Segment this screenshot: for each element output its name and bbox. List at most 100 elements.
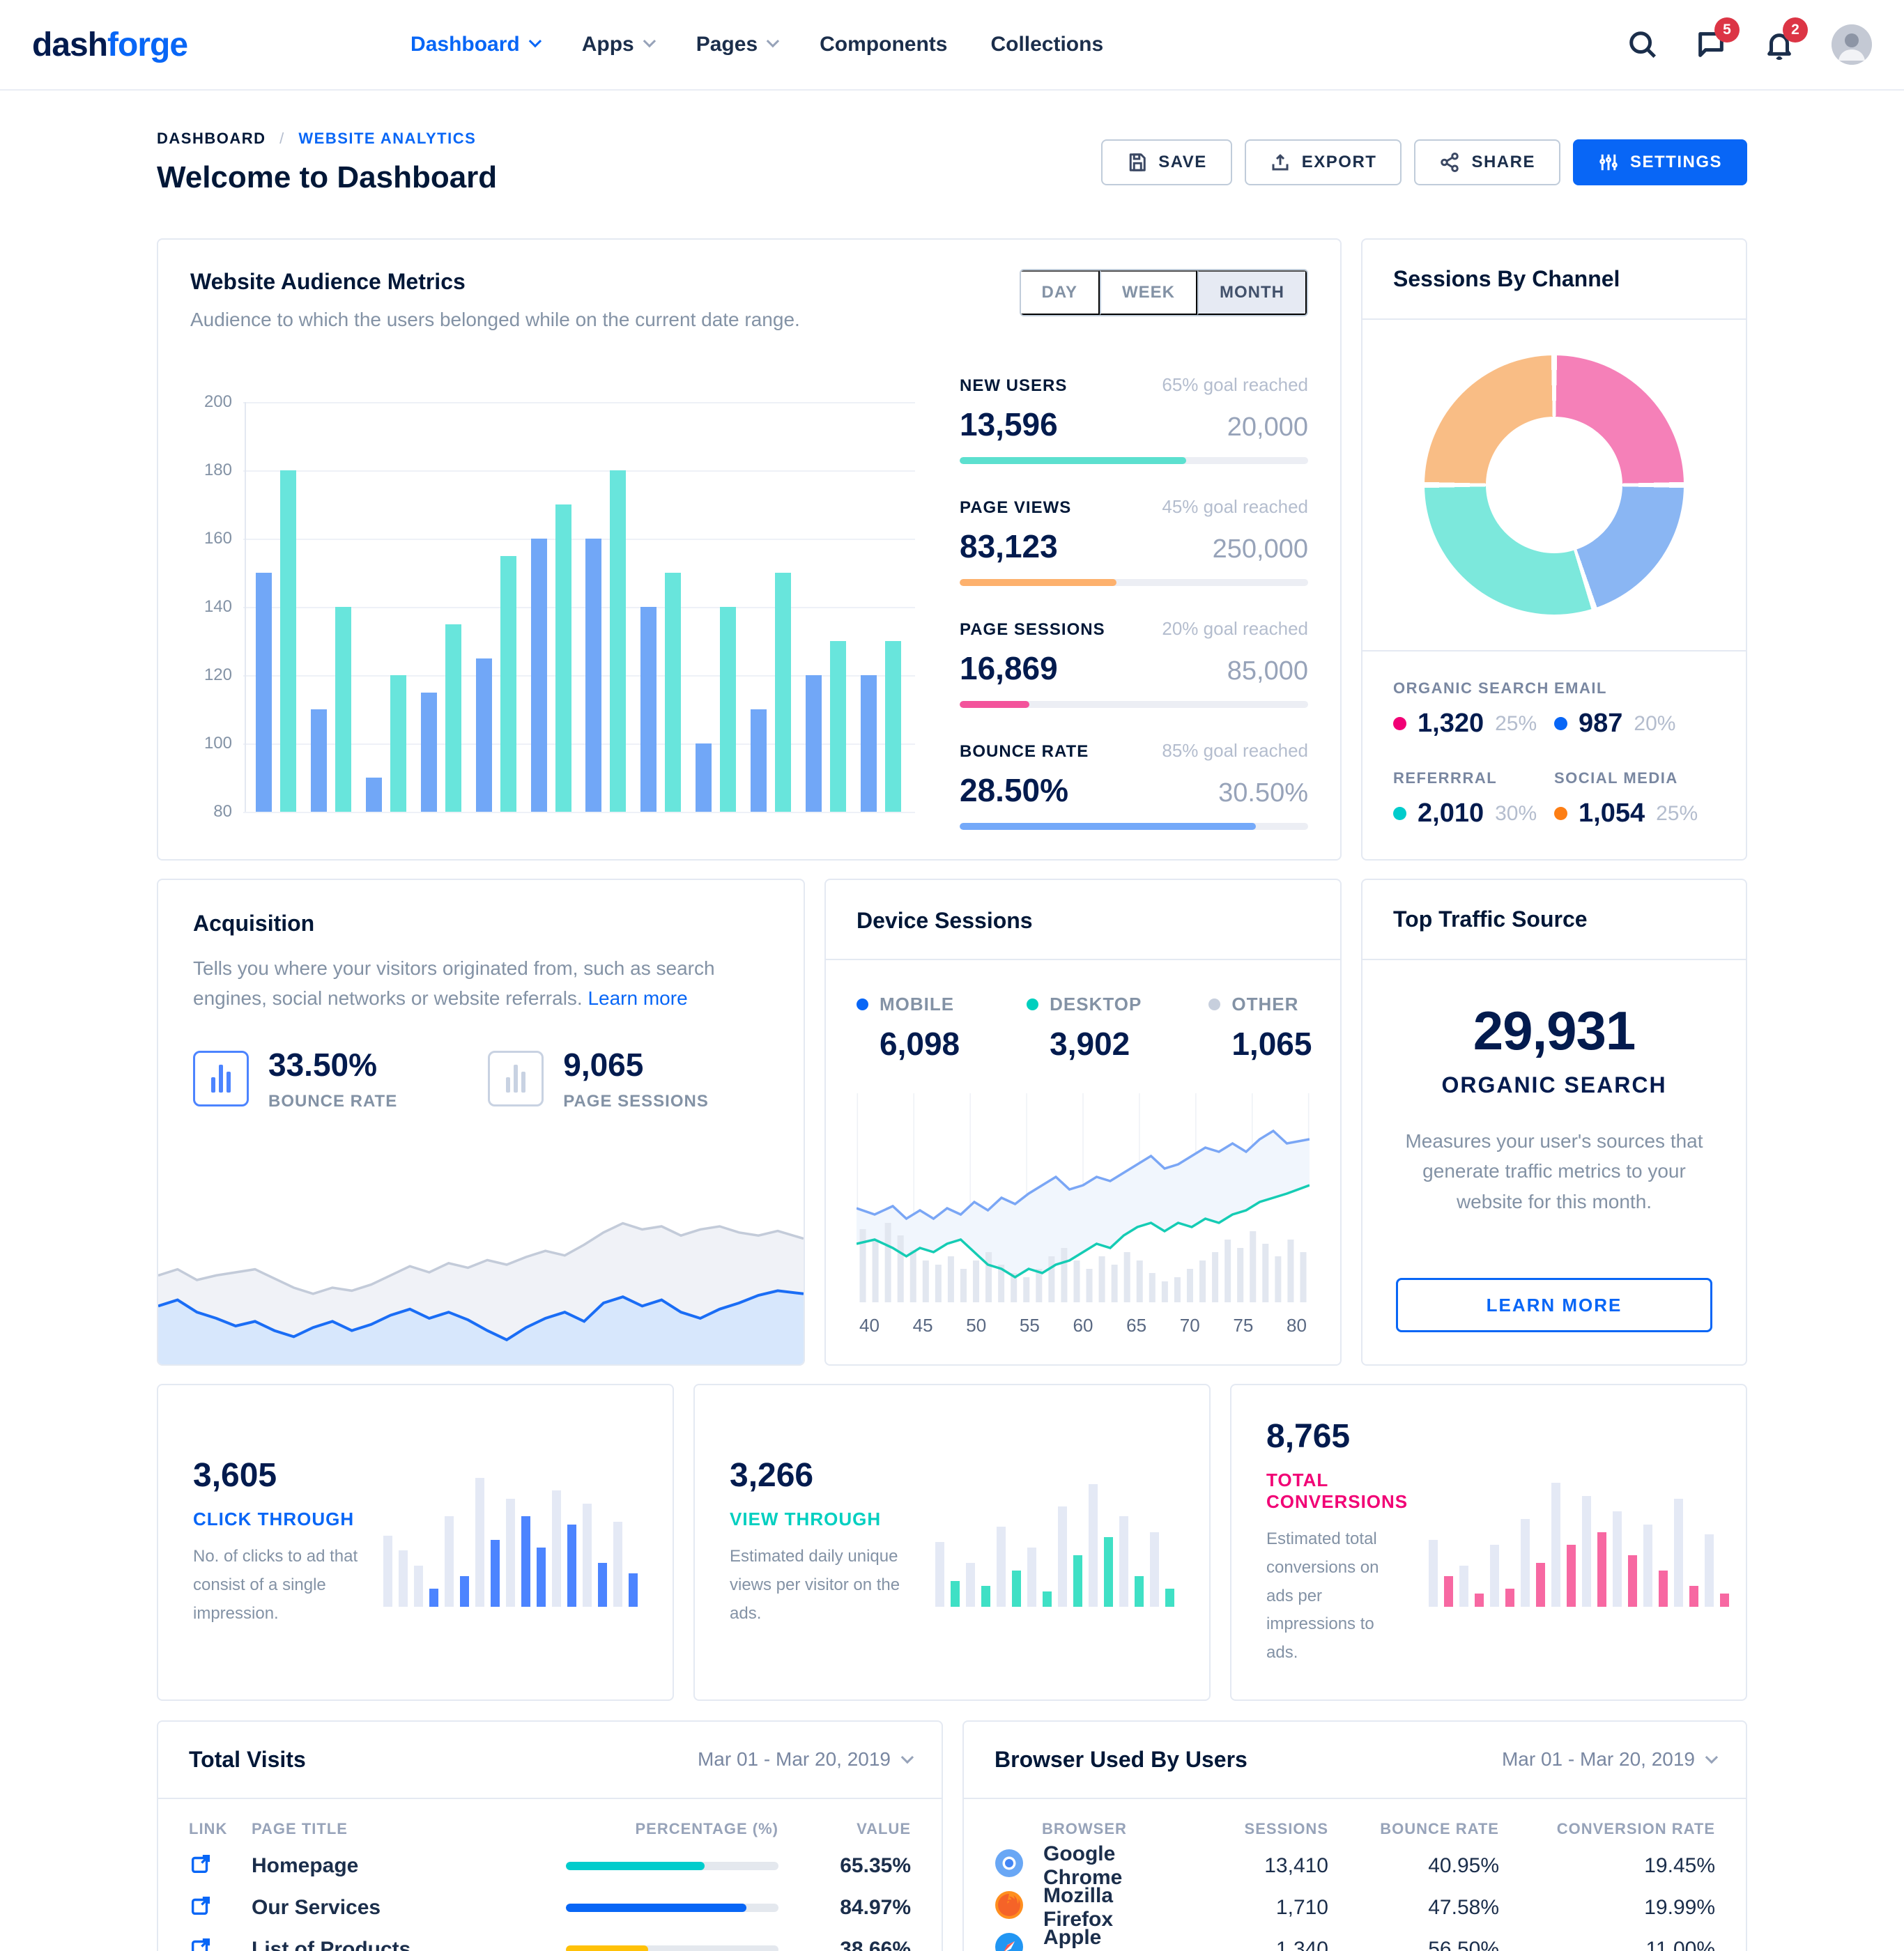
messages-icon[interactable]: 5	[1695, 17, 1740, 61]
nav-item-components[interactable]: Components	[820, 33, 947, 56]
navbar-right: 5 2	[1627, 17, 1872, 65]
brand-part2: forge	[107, 26, 188, 63]
settings-label: SETTINGS	[1629, 153, 1722, 171]
chevron-down-icon	[643, 34, 656, 47]
date-range-text: Mar 01 - Mar 20, 2019	[697, 1748, 891, 1771]
browser-name: Mozilla Firefox	[1043, 1883, 1114, 1931]
metric-header: BOUNCE RATE 85% goal reached	[960, 740, 1308, 762]
mini-chart-bar	[613, 1521, 622, 1607]
mini-chart-bar	[537, 1547, 546, 1607]
metric-value: 13,596	[960, 406, 1058, 442]
legend-value-row: 987 20%	[1554, 709, 1715, 739]
sessions-cell: 1,340	[1275, 1937, 1328, 1951]
legend-item-social-media: SOCIAL MEDIA 1,054 25%	[1554, 769, 1715, 828]
legend-dot	[857, 998, 868, 1010]
nav-item-label: Components	[820, 33, 948, 56]
bar-series-teal	[445, 624, 461, 812]
acquisition-description: Tells you where your visitors originated…	[193, 953, 769, 1014]
save-button[interactable]: SAVE	[1101, 139, 1232, 185]
x-tick-label: 75	[1233, 1315, 1254, 1336]
stat-card-mini-chart	[383, 1477, 638, 1607]
device-sessions-card: Device Sessions MOBILE 6,098 DESKTOP 3,902 O…	[824, 879, 1342, 1366]
device-legend-top: DESKTOP	[1027, 994, 1142, 1015]
total-visits-row: Our Services 84.97%	[189, 1887, 911, 1929]
mini-chart-bar	[966, 1563, 975, 1607]
x-tick-label: 40	[859, 1315, 880, 1336]
bar-group	[585, 402, 627, 812]
browser-name-cell: Google Chrome	[995, 1842, 1154, 1890]
nav-item-pages[interactable]: Pages	[696, 33, 780, 56]
external-link-icon[interactable]	[189, 1894, 252, 1921]
x-tick-label: 60	[1073, 1315, 1093, 1336]
metric-progress-track	[960, 823, 1308, 830]
bar-chart-icon	[488, 1050, 544, 1106]
total-visits-date-range[interactable]: Mar 01 - Mar 20, 2019	[697, 1748, 914, 1771]
learn-more-button[interactable]: LEARN MORE	[1396, 1278, 1712, 1332]
bar-group	[860, 402, 901, 812]
nav-item-collections[interactable]: Collections	[990, 33, 1103, 56]
mini-chart-bar	[1674, 1498, 1684, 1607]
share-button[interactable]: SHARE	[1414, 139, 1560, 185]
legend-label: SOCIAL MEDIA	[1554, 769, 1678, 787]
mini-chart-bar	[1613, 1511, 1622, 1607]
bar-series-blue	[475, 658, 492, 812]
search-icon[interactable]	[1627, 29, 1659, 61]
y-axis-label: 80	[213, 802, 232, 821]
mini-chart-bar	[1459, 1565, 1469, 1607]
acq-stat-value: 9,065	[563, 1046, 644, 1083]
user-avatar[interactable]	[1832, 24, 1872, 65]
mini-bars-glyph	[506, 1064, 526, 1093]
bar-series-blue	[310, 709, 327, 812]
metric-progress-fill	[960, 823, 1256, 830]
range-tab-day[interactable]: DAY	[1020, 270, 1100, 315]
audience-metrics-panel: NEW USERS 65% goal reached 13,596 20,000 PAG…	[960, 374, 1308, 830]
legend-dot	[1393, 717, 1406, 730]
breadcrumb-dashboard[interactable]: DASHBOARD	[157, 130, 266, 147]
legend-percent: 25%	[1656, 801, 1698, 825]
acq-stat-label: PAGE SESSIONS	[563, 1091, 709, 1111]
notifications-icon[interactable]: 2	[1763, 17, 1808, 61]
range-tab-week[interactable]: WEEK	[1100, 270, 1198, 315]
bar-series-teal	[555, 504, 571, 812]
nav-item-dashboard[interactable]: Dashboard	[410, 33, 542, 56]
mini-chart-bar	[414, 1565, 423, 1607]
bar-group	[310, 402, 351, 812]
bar-series-blue	[751, 709, 767, 812]
col-bounce-rate: BOUNCE RATE	[1380, 1819, 1499, 1837]
mini-chart-bar	[1582, 1495, 1592, 1607]
browser-date-range[interactable]: Mar 01 - Mar 20, 2019	[1502, 1748, 1719, 1771]
export-button[interactable]: EXPORT	[1244, 139, 1402, 185]
y-axis-label: 120	[204, 665, 232, 684]
mini-chart-bar	[1027, 1547, 1036, 1607]
save-label: SAVE	[1158, 153, 1207, 171]
bar-series-blue	[365, 778, 382, 812]
acq-stat-text: 33.50% BOUNCE RATE	[268, 1046, 397, 1111]
nav-item-apps[interactable]: Apps	[582, 33, 656, 56]
learn-more-link[interactable]: Learn more	[588, 987, 688, 1010]
percentage-fill	[566, 1903, 747, 1912]
brand-logo[interactable]: dashforge	[32, 26, 188, 64]
settings-button[interactable]: SETTINGS	[1572, 139, 1747, 185]
acq-stat-text: 9,065 PAGE SESSIONS	[563, 1046, 709, 1111]
top-source-label: ORGANIC SEARCH	[1441, 1072, 1667, 1097]
mini-chart-bar	[1429, 1539, 1438, 1607]
mini-chart-bar	[1720, 1594, 1730, 1607]
stat-card-view-through: 3,266 VIEW THROUGH Estimated daily unique …	[693, 1384, 1211, 1701]
range-tab-month[interactable]: MONTH	[1197, 270, 1307, 315]
legend-value-row: 1,054 25%	[1554, 799, 1715, 828]
stat-card-mini-chart	[935, 1478, 1174, 1607]
metric-label: PAGE SESSIONS	[960, 620, 1105, 639]
bar-group	[365, 402, 406, 812]
external-link-icon[interactable]	[189, 1852, 252, 1879]
breadcrumb-website-analytics[interactable]: WEBSITE ANALYTICS	[298, 130, 477, 147]
bar-series-teal	[610, 470, 627, 812]
metric-values: 16,869 85,000	[960, 649, 1308, 687]
legend-value: 1,054	[1579, 799, 1645, 828]
gridline	[243, 743, 915, 745]
page-title: Welcome to Dashboard	[157, 160, 498, 194]
total-visits-row: Homepage 65.35%	[189, 1845, 911, 1887]
external-link-icon[interactable]	[189, 1936, 252, 1951]
metric-page-views: PAGE VIEWS 45% goal reached 83,123 250,000	[960, 496, 1308, 586]
stat-card-text: 3,605 CLICK THROUGH No. of clicks to ad th…	[193, 1456, 362, 1628]
device-legend-value: 3,902	[1050, 1026, 1130, 1062]
